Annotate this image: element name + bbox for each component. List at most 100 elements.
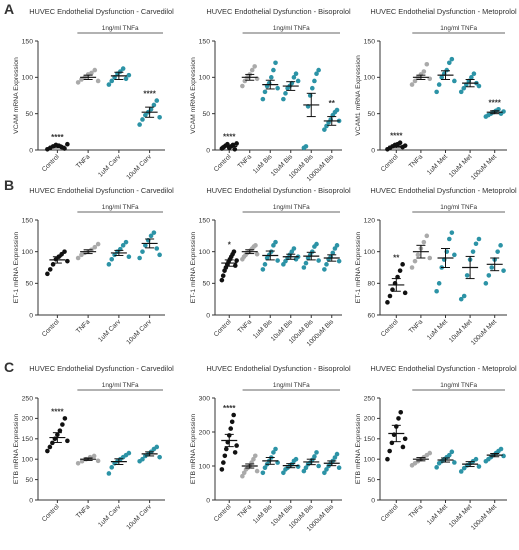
mean-sem-bar (141, 106, 158, 118)
data-point (316, 258, 321, 263)
data-point (398, 409, 404, 415)
data-point (452, 460, 457, 465)
data-point (396, 416, 401, 421)
data-point (232, 263, 238, 268)
data-point (400, 444, 406, 450)
data-point (281, 470, 286, 476)
y-tick-label: 100 (22, 249, 34, 256)
data-point (293, 71, 299, 76)
data-point (126, 72, 132, 78)
data-point (449, 230, 455, 235)
data-point (269, 75, 274, 80)
data-point (293, 456, 299, 462)
data-point (95, 458, 101, 464)
data-point (219, 467, 225, 472)
y-tick-label: 0 (371, 147, 375, 154)
y-tick-label: 0 (206, 497, 210, 504)
y-tick-label: 50 (25, 477, 33, 484)
chart-panel: HUVEC Endothelial Dysfunction - Metoprol… (355, 364, 517, 532)
significance-marker: **** (223, 404, 236, 413)
data-point (62, 249, 67, 254)
data-point (281, 96, 286, 102)
data-point (65, 258, 70, 264)
data-point (334, 451, 340, 457)
mean-sem-bar (282, 253, 299, 260)
y-tick-label: 50 (202, 111, 210, 118)
data-point (291, 246, 297, 251)
x-tick-label: TNFa (75, 503, 92, 520)
data-point (232, 450, 238, 455)
data-point (123, 76, 129, 82)
data-point (240, 83, 245, 89)
y-tick-label: 300 (199, 395, 211, 402)
data-point (476, 83, 482, 89)
data-point (332, 455, 338, 460)
x-tick-label: 10uM Carv (125, 318, 153, 346)
data-point (501, 268, 506, 273)
mean-sem-bar (282, 81, 299, 91)
significance-marker: **** (488, 98, 501, 107)
data-point (409, 82, 415, 87)
tnfa-bracket-label: 1ng/ml TNFa (273, 25, 310, 32)
data-point (385, 300, 390, 305)
data-point (498, 446, 504, 452)
mean-sem-bar (141, 238, 158, 249)
chart-panel: HUVEC Endothelial Dysfunction - Metoprol… (355, 186, 517, 347)
data-point (461, 465, 467, 471)
x-tick-label: 10uM Met (448, 153, 474, 179)
y-tick-label: 100 (364, 457, 376, 464)
data-point (275, 85, 280, 91)
data-point (400, 262, 405, 267)
data-point (120, 243, 126, 248)
row-label-c: C (4, 359, 14, 375)
data-point (232, 146, 238, 152)
y-tick-label: 150 (22, 217, 34, 224)
data-point (254, 468, 260, 474)
mean-sem-bar (80, 457, 97, 461)
data-point (458, 296, 464, 302)
chart-title: HUVEC Endothelial Dysfunction - Metoprol… (370, 364, 517, 373)
data-point (151, 102, 157, 108)
y-tick-label: 80 (367, 281, 375, 288)
x-tick-label: Control (41, 318, 61, 338)
data-point (461, 85, 467, 91)
x-tick-label: 10uM Carv (125, 153, 153, 181)
data-point (234, 443, 239, 448)
data-point (120, 66, 126, 71)
y-tick-label: 100 (22, 75, 34, 82)
data-point (140, 456, 145, 462)
x-tick-label: TNFa (237, 503, 254, 520)
x-tick-label: TNFa (237, 153, 254, 170)
y-tick-label: 0 (206, 147, 210, 154)
x-tick-label: 1uM Carv (97, 503, 123, 529)
data-point (254, 251, 260, 257)
data-point (75, 255, 81, 261)
y-tick-label: 150 (199, 38, 211, 45)
data-point (57, 428, 63, 433)
x-tick-label: 10uM Met (448, 503, 474, 529)
data-point (436, 281, 442, 286)
mean-sem-bar (486, 257, 503, 272)
data-point (483, 281, 489, 286)
data-point (140, 249, 145, 254)
data-point (220, 273, 226, 279)
data-point (89, 70, 94, 76)
chart-panel: HUVEC Endothelial Dysfunction - Metoprol… (355, 7, 517, 182)
data-point (137, 122, 142, 127)
y-tick-label: 0 (371, 497, 375, 504)
data-point (421, 239, 427, 245)
tnfa-bracket-label: 1ng/ml TNFa (440, 382, 477, 389)
mean-sem-bar (141, 451, 158, 457)
data-point (79, 77, 84, 82)
panel-grid: HUVEC Endothelial Dysfunction - Carvedil… (13, 7, 517, 533)
data-point (143, 112, 148, 118)
data-point (50, 440, 55, 446)
x-tick-label: Control (213, 318, 233, 338)
data-point (65, 438, 70, 444)
y-tick-label: 200 (199, 429, 211, 436)
data-point (109, 256, 115, 262)
significance-marker: **** (51, 407, 64, 416)
mean-sem-bar (221, 433, 238, 448)
data-point (427, 450, 433, 456)
